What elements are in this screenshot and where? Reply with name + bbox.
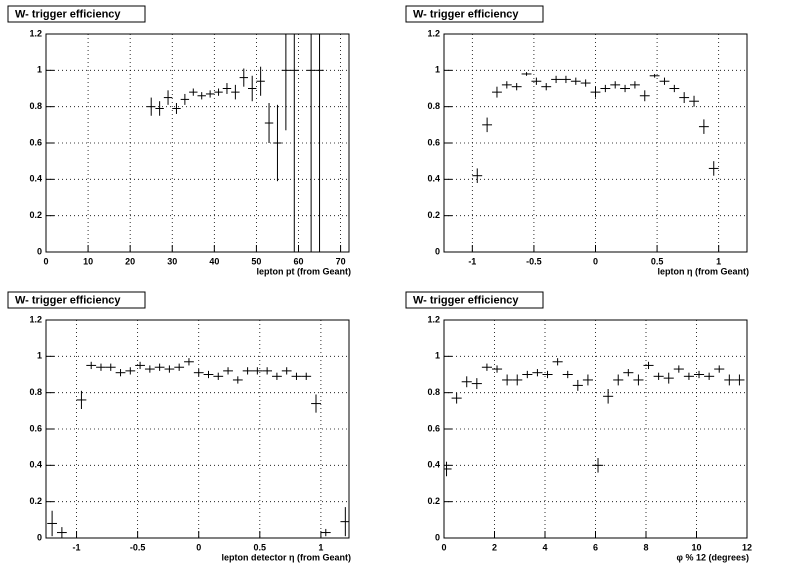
title-box: [7, 5, 146, 23]
y-tick-label: 0: [435, 246, 440, 256]
y-tick-label: 0.4: [427, 174, 440, 184]
x-axis-title: lepton detector η (from Geant): [221, 552, 351, 562]
x-tick-label: -1: [73, 542, 81, 552]
x-tick-label: 0: [441, 542, 446, 552]
y-tick-label: 0.8: [427, 387, 440, 397]
frame: [443, 33, 748, 253]
y-tick-label: 0.2: [427, 496, 440, 506]
y-tick-label: 0.4: [29, 174, 42, 184]
data-points: [444, 358, 745, 477]
y-tick-label: 0: [37, 532, 42, 542]
y-tick-label: 0.2: [29, 210, 42, 220]
x-tick-label: 10: [83, 256, 93, 266]
x-tick-label: 60: [293, 256, 303, 266]
pad: W- trigger efficiency 0 0.2 0.4 0.6 0.8 1 1.2 0 1…: [7, 5, 352, 276]
title-box: [405, 291, 544, 309]
x-tick-label: 1: [716, 256, 721, 266]
y-tick-label: 0.8: [29, 387, 42, 397]
y-tick-label: 1: [435, 65, 440, 75]
y-tick-label: 0.6: [427, 423, 440, 433]
x-tick-label: 0: [593, 256, 598, 266]
pad: W- trigger efficiency 0 0.2 0.4 0.6 0.8 1 1.2 0 2…: [405, 291, 752, 562]
chart-title: W- trigger efficiency: [413, 294, 519, 306]
data-points: [472, 72, 719, 183]
x-tick-label: 10: [691, 542, 701, 552]
y-tick-label: 1.2: [29, 314, 42, 324]
y-tick-label: 1.2: [29, 28, 42, 38]
title-box: [7, 291, 146, 309]
pad: W- trigger efficiency 0 0.2 0.4 0.6 0.8 1 1.2 -1…: [405, 5, 750, 276]
x-tick-label: 1: [318, 542, 323, 552]
y-tick-label: 0.6: [29, 137, 42, 147]
x-tick-label: 20: [125, 256, 135, 266]
chart-title: W- trigger efficiency: [15, 294, 121, 306]
x-tick-label: -1: [468, 256, 476, 266]
x-tick-label: 0.5: [254, 542, 267, 552]
pad: W- trigger efficiency 0 0.2 0.4 0.6 0.8 1 1.2 -1…: [7, 291, 351, 562]
y-tick-label: 1: [37, 351, 42, 361]
y-tick-label: 0.6: [427, 137, 440, 147]
y-tick-label: 1.2: [427, 28, 440, 38]
y-tick-label: 0.2: [29, 496, 42, 506]
frame: [443, 319, 748, 539]
data-points: [147, 34, 324, 252]
y-tick-label: 0.4: [427, 460, 440, 470]
x-tick-label: 8: [643, 542, 648, 552]
x-axis-title: lepton η (from Geant): [658, 266, 750, 276]
y-tick-label: 0.8: [427, 101, 440, 111]
x-tick-label: 70: [336, 256, 346, 266]
frame: [45, 319, 350, 539]
y-tick-label: 0: [435, 532, 440, 542]
x-tick-label: 0.5: [651, 256, 664, 266]
x-tick-label: 0: [196, 542, 201, 552]
x-tick-label: 0: [43, 256, 48, 266]
y-tick-label: 1.2: [427, 314, 440, 324]
x-tick-label: 50: [251, 256, 261, 266]
y-tick-label: 0.8: [29, 101, 42, 111]
x-tick-label: 40: [209, 256, 219, 266]
y-tick-label: 0: [37, 246, 42, 256]
y-tick-label: 0.4: [29, 460, 42, 470]
x-tick-label: 2: [492, 542, 497, 552]
x-tick-label: 6: [593, 542, 598, 552]
chart-title: W- trigger efficiency: [15, 8, 121, 20]
y-tick-label: 1: [435, 351, 440, 361]
x-axis-title: lepton pt (from Geant): [257, 266, 352, 276]
x-tick-label: 4: [542, 542, 547, 552]
title-box: [405, 5, 544, 23]
y-tick-label: 1: [37, 65, 42, 75]
x-tick-label: 12: [742, 542, 752, 552]
x-tick-label: -0.5: [526, 256, 542, 266]
x-axis-title: φ % 12 (degrees): [677, 552, 749, 562]
frame: [45, 33, 350, 253]
data-points: [47, 358, 349, 538]
x-tick-label: -0.5: [130, 542, 146, 552]
x-tick-label: 30: [167, 256, 177, 266]
y-tick-label: 0.2: [427, 210, 440, 220]
chart-title: W- trigger efficiency: [413, 8, 519, 20]
y-tick-label: 0.6: [29, 423, 42, 433]
